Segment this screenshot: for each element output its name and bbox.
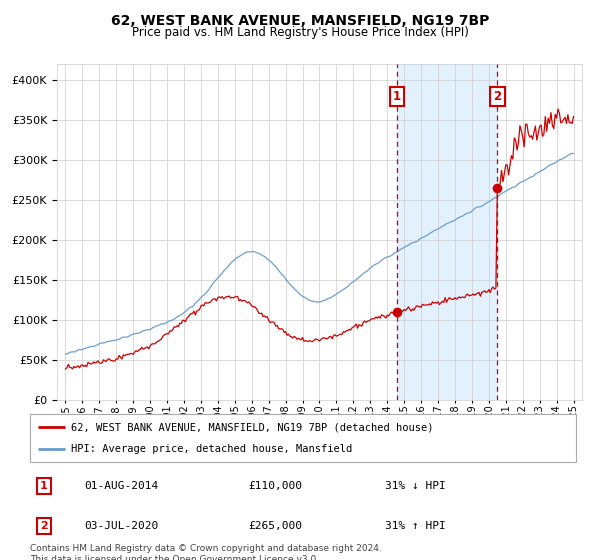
Text: 03-JUL-2020: 03-JUL-2020 bbox=[85, 521, 159, 531]
FancyBboxPatch shape bbox=[30, 414, 576, 462]
Text: 1: 1 bbox=[40, 481, 47, 491]
Text: £110,000: £110,000 bbox=[248, 481, 302, 491]
Bar bbox=[397, 64, 497, 400]
Text: 31% ↓ HPI: 31% ↓ HPI bbox=[385, 481, 446, 491]
Text: Contains HM Land Registry data © Crown copyright and database right 2024.
This d: Contains HM Land Registry data © Crown c… bbox=[30, 544, 382, 560]
Text: 62, WEST BANK AVENUE, MANSFIELD, NG19 7BP (detached house): 62, WEST BANK AVENUE, MANSFIELD, NG19 7B… bbox=[71, 422, 433, 432]
Text: 2: 2 bbox=[493, 90, 502, 103]
Text: HPI: Average price, detached house, Mansfield: HPI: Average price, detached house, Mans… bbox=[71, 444, 352, 454]
Text: £265,000: £265,000 bbox=[248, 521, 302, 531]
Text: 01-AUG-2014: 01-AUG-2014 bbox=[85, 481, 159, 491]
Text: Price paid vs. HM Land Registry's House Price Index (HPI): Price paid vs. HM Land Registry's House … bbox=[131, 26, 469, 39]
Text: 31% ↑ HPI: 31% ↑ HPI bbox=[385, 521, 446, 531]
Text: 2: 2 bbox=[40, 521, 47, 531]
Text: 62, WEST BANK AVENUE, MANSFIELD, NG19 7BP: 62, WEST BANK AVENUE, MANSFIELD, NG19 7B… bbox=[111, 14, 489, 28]
Text: 1: 1 bbox=[393, 90, 401, 103]
